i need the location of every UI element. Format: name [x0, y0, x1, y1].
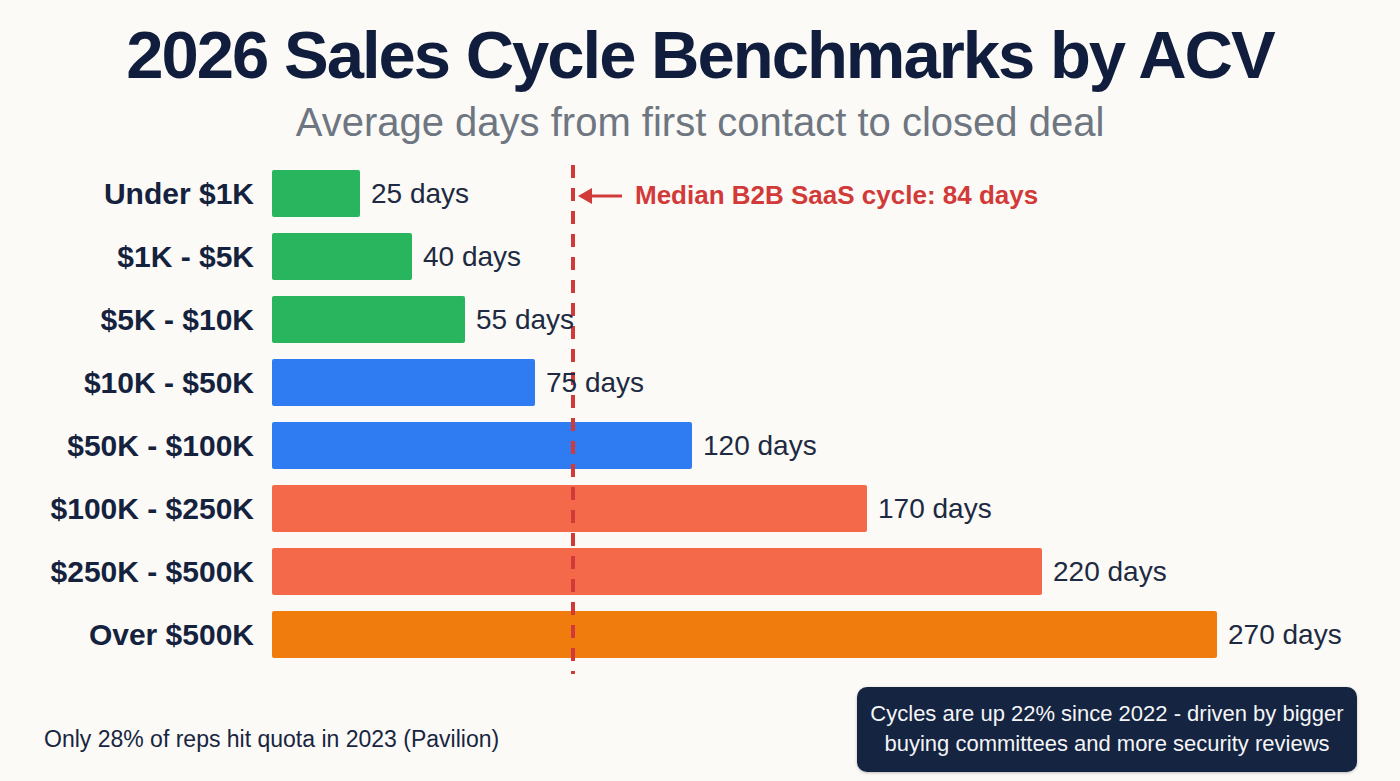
- category-label: Over $500K: [0, 618, 272, 652]
- chart-row: $250K - $500K 220 days: [0, 548, 1342, 595]
- chart-rows: Under $1K 25 days $1K - $5K 40 days $5K …: [0, 170, 1342, 674]
- footnote: Only 28% of reps hit quota in 2023 (Pavi…: [44, 726, 499, 753]
- value-label: 220 days: [1053, 556, 1167, 588]
- callout-box: Cycles are up 22% since 2022 - driven by…: [857, 687, 1357, 772]
- category-label: $1K - $5K: [0, 240, 272, 274]
- category-label: $100K - $250K: [0, 492, 272, 526]
- value-label: 55 days: [476, 304, 574, 336]
- bar: [272, 170, 360, 217]
- category-label: $250K - $500K: [0, 555, 272, 589]
- bar: [272, 611, 1217, 658]
- page-title: 2026 Sales Cycle Benchmarks by ACV: [0, 16, 1400, 93]
- chart-row: $5K - $10K 55 days: [0, 296, 1342, 343]
- bar: [272, 485, 867, 532]
- callout-line-2: buying committees and more security revi…: [867, 729, 1347, 759]
- category-label: $50K - $100K: [0, 429, 272, 463]
- bar: [272, 359, 535, 406]
- value-label: 270 days: [1228, 619, 1342, 651]
- bar: [272, 422, 692, 469]
- category-label: $10K - $50K: [0, 366, 272, 400]
- chart-row: $100K - $250K 170 days: [0, 485, 1342, 532]
- value-label: 170 days: [878, 493, 992, 525]
- value-label: 25 days: [371, 178, 469, 210]
- value-label: 120 days: [703, 430, 817, 462]
- left-arrow-icon: [577, 185, 635, 207]
- bar: [272, 296, 465, 343]
- bar-chart: 2026 Sales Cycle Benchmarks by ACV Avera…: [0, 0, 1400, 781]
- chart-row: $50K - $100K 120 days: [0, 422, 1342, 469]
- median-line: [571, 165, 575, 674]
- value-label: 75 days: [546, 367, 644, 399]
- page-subtitle: Average days from first contact to close…: [0, 100, 1400, 145]
- callout-line-1: Cycles are up 22% since 2022 - driven by…: [867, 699, 1347, 729]
- value-label: 40 days: [423, 241, 521, 273]
- chart-row: $1K - $5K 40 days: [0, 233, 1342, 280]
- bar: [272, 233, 412, 280]
- category-label: Under $1K: [0, 177, 272, 211]
- bar: [272, 548, 1042, 595]
- chart-row: Over $500K 270 days: [0, 611, 1342, 658]
- chart-row: $10K - $50K 75 days: [0, 359, 1342, 406]
- median-annotation: Median B2B SaaS cycle: 84 days: [577, 180, 1038, 211]
- median-annotation-label: Median B2B SaaS cycle: 84 days: [635, 180, 1038, 211]
- category-label: $5K - $10K: [0, 303, 272, 337]
